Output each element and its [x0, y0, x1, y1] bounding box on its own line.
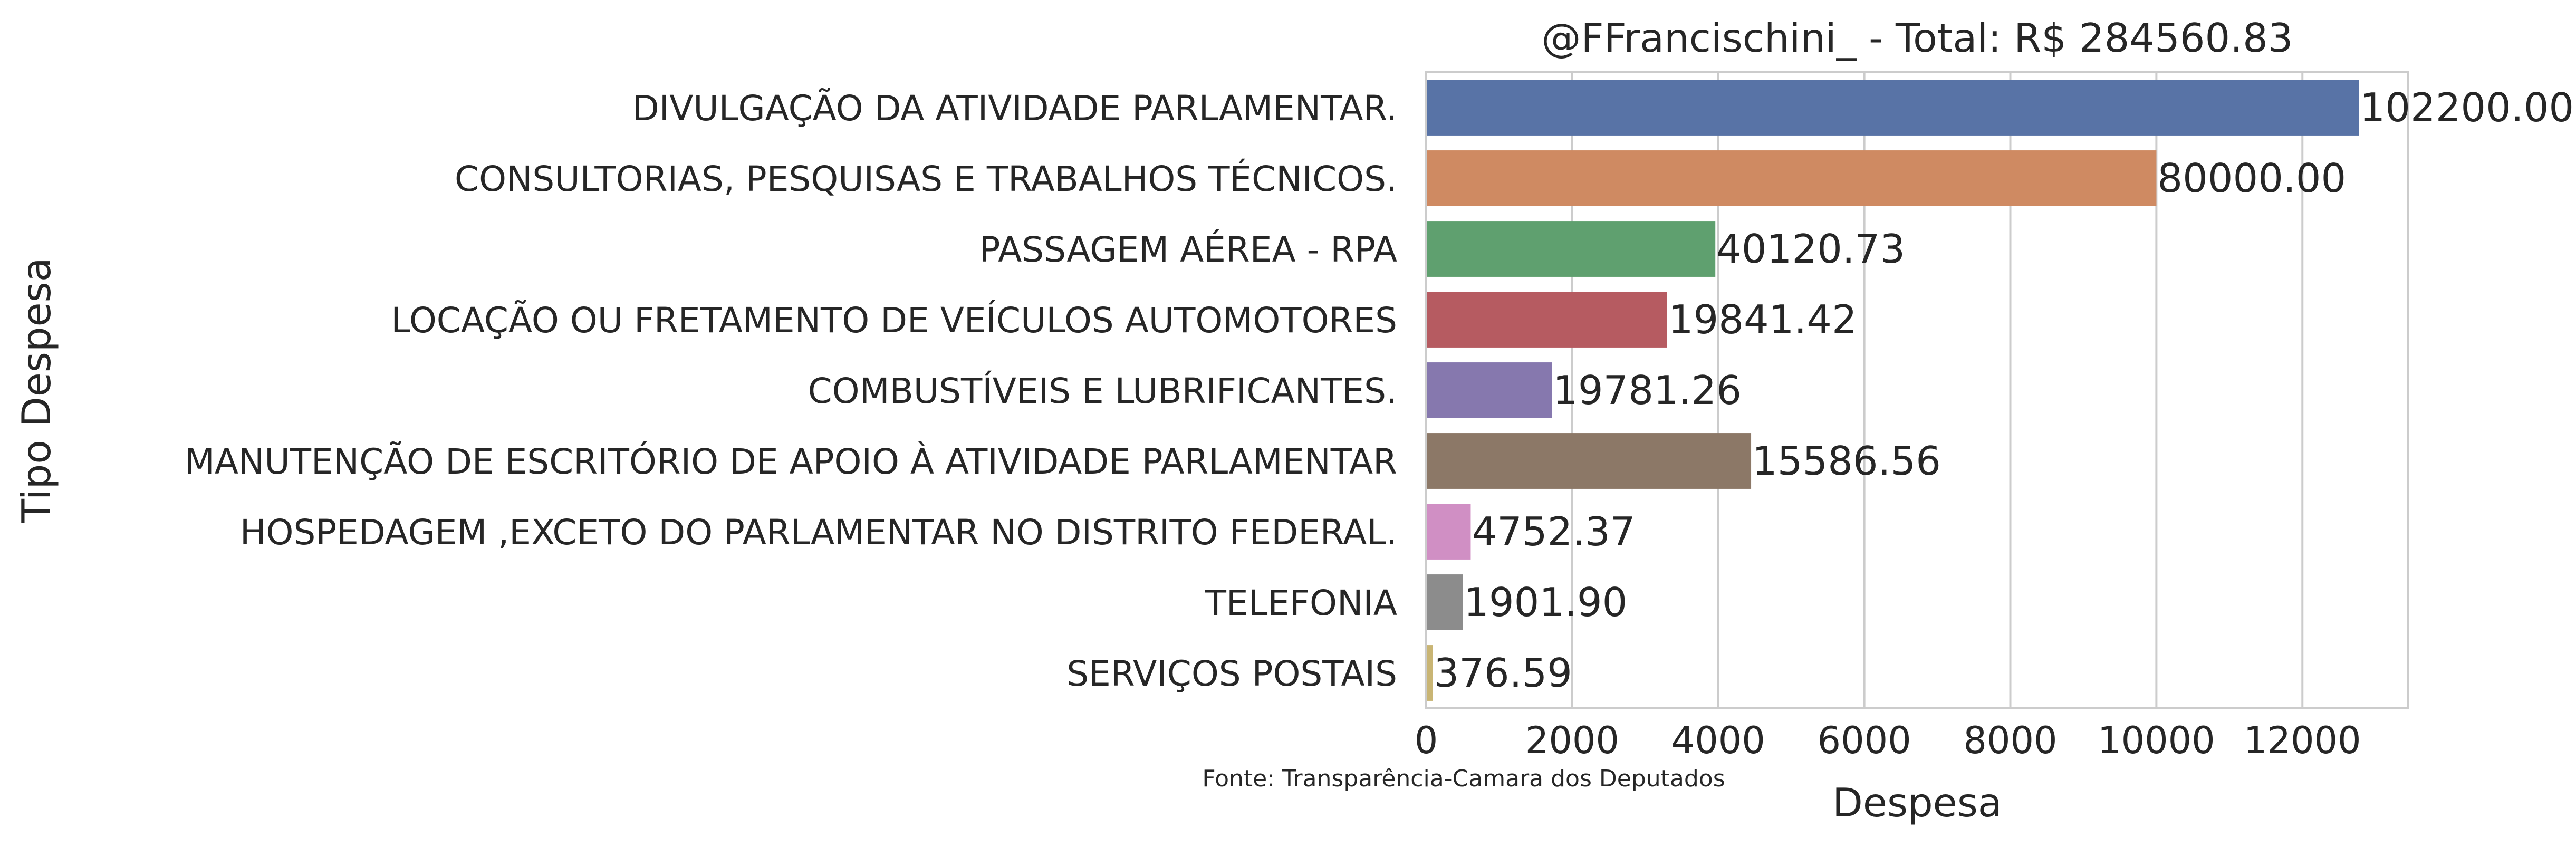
data-label: 40120.73	[1716, 226, 1905, 272]
bar	[1426, 645, 1433, 701]
chart-title: @FFrancischini_ - Total: R$ 284560.83	[1541, 15, 2293, 61]
data-label: 19841.42	[1668, 296, 1857, 343]
x-tick-label: 10000	[2098, 719, 2215, 762]
data-label: 80000.00	[2157, 155, 2346, 201]
x-tick-label: 0	[1415, 719, 1438, 762]
bars	[1426, 80, 2359, 701]
y-axis-label: Tipo Despesa	[13, 257, 60, 523]
category-label: CONSULTORIAS, PESQUISAS E TRABALHOS TÉCN…	[455, 158, 1397, 199]
source-note: Fonte: Transparência-Camara dos Deputado…	[1202, 765, 1725, 792]
category-label: HOSPEDAGEM ,EXCETO DO PARLAMENTAR NO DIS…	[240, 512, 1397, 553]
x-tick-label: 4000	[1671, 719, 1765, 762]
data-label: 4752.37	[1472, 508, 1635, 555]
bar	[1426, 574, 1463, 630]
data-label: 19781.26	[1553, 367, 1742, 413]
bar	[1426, 150, 2157, 206]
category-label: MANUTENÇÃO DE ESCRITÓRIO DE APOIO À ATIV…	[185, 441, 1397, 482]
data-label: 15586.56	[1752, 438, 1941, 484]
data-label: 102200.00	[2360, 84, 2574, 131]
data-labels: 102200.00 80000.00 40120.73 19841.42 19781.2…	[1434, 84, 2574, 696]
category-label: PASSAGEM AÉREA - RPA	[979, 229, 1397, 270]
data-label: 376.59	[1434, 650, 1572, 696]
x-tick-label: 8000	[1963, 719, 2057, 762]
data-label: 1901.90	[1464, 579, 1627, 625]
category-labels: DIVULGAÇÃO DA ATIVIDADE PARLAMENTAR. CONS…	[185, 88, 1397, 694]
bar	[1426, 362, 1552, 418]
bar	[1426, 80, 2359, 136]
bar	[1426, 433, 1752, 489]
plot-frame	[1425, 71, 2409, 709]
x-tick-label: 2000	[1525, 719, 1619, 762]
x-axis-label: Despesa	[1832, 779, 2002, 826]
category-label: SERVIÇOS POSTAIS	[1066, 653, 1397, 694]
bar	[1426, 504, 1471, 560]
x-tick-label: 6000	[1818, 719, 1911, 762]
x-tick-labels: 0 2000 4000 6000 8000 10000 12000	[1415, 719, 2361, 762]
bar	[1426, 292, 1667, 348]
category-label: TELEFONIA	[1205, 583, 1397, 623]
bar	[1426, 221, 1716, 277]
category-label: COMBUSTÍVEIS E LUBRIFICANTES.	[808, 370, 1397, 411]
category-label: DIVULGAÇÃO DA ATIVIDADE PARLAMENTAR.	[632, 88, 1397, 129]
x-tick-label: 12000	[2244, 719, 2361, 762]
category-label: LOCAÇÃO OU FRETAMENTO DE VEÍCULOS AUTOMO…	[391, 300, 1397, 341]
